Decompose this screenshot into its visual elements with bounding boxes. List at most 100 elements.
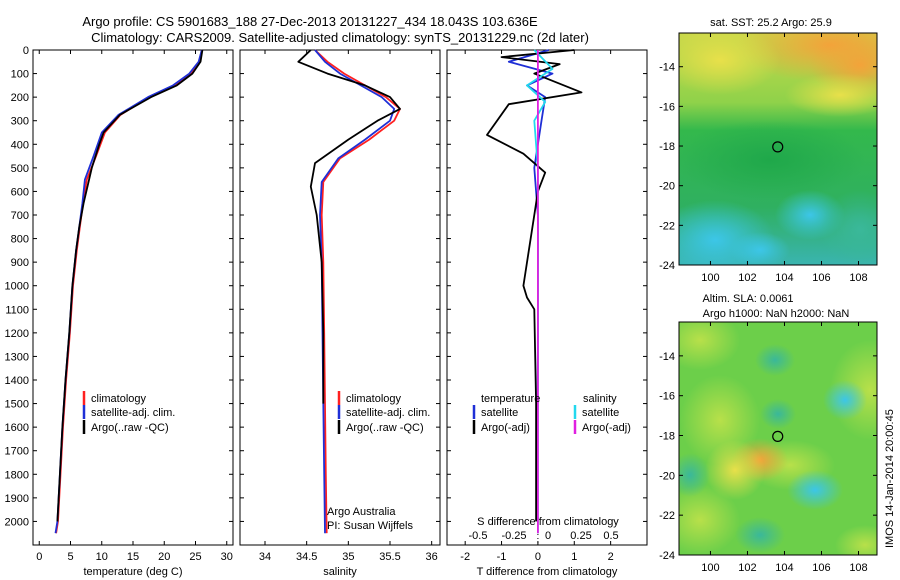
lon-tick-label: 108 xyxy=(849,562,867,574)
x-tick-label: -2 xyxy=(460,551,470,563)
salinity-series-climatology xyxy=(314,49,401,534)
sst-map-frame xyxy=(678,32,878,266)
salinity-xlabel: salinity xyxy=(323,566,357,578)
depth-tick-label: 1800 xyxy=(5,469,29,481)
difference-top-tick-label: 0.25 xyxy=(570,530,591,542)
x-tick-label: 30 xyxy=(221,551,233,563)
depth-tick-label: 1100 xyxy=(5,304,29,316)
lat-tick-label: -18 xyxy=(659,141,675,153)
lon-tick-label: 102 xyxy=(738,562,756,574)
difference-xlabel: T difference from climatology xyxy=(477,566,618,578)
imos-stamp: IMOS 14-Jan-2014 20:00:45 xyxy=(884,409,896,548)
temperature-legend: climatology satellite-adj. clim. Argo(..… xyxy=(82,391,175,434)
x-tick-label: 1 xyxy=(571,551,577,563)
difference-top-label: S difference from climatology xyxy=(477,516,619,528)
temperature-series-climatology xyxy=(55,49,203,534)
x-tick-label: 36 xyxy=(426,551,438,563)
difference-top-tick-label: -0.5 xyxy=(469,530,488,542)
sst-map-axes: 100 102 104 106 108 -14 -16 -18 -20 -22 -24 xyxy=(659,32,878,284)
header-line-1: Argo profile: CS 5901683_188 27-Dec-2013… xyxy=(82,14,538,29)
sla-map-title-line-2: Argo h1000: NaN h2000: NaN xyxy=(703,308,850,320)
x-tick-label: 35.5 xyxy=(379,551,400,563)
temperature-xlabel: temperature (deg C) xyxy=(83,566,182,578)
depth-tick-label: 1300 xyxy=(5,351,29,363)
x-tick-label: 0 xyxy=(535,551,541,563)
x-tick-label: 25 xyxy=(189,551,201,563)
temperature-panel: 0100200300400500600700800900100011001200… xyxy=(5,45,234,578)
depth-tick-label: 800 xyxy=(11,234,29,246)
depth-tick-label: 400 xyxy=(11,139,29,151)
salinity-panel: 34 34.5 35 35.5 36 salinity xyxy=(239,49,441,578)
legend-label-argo: Argo(..raw -QC) xyxy=(346,422,424,434)
x-tick-label: 20 xyxy=(158,551,170,563)
sst-map-title: sat. SST: 25.2 Argo: 25.9 xyxy=(710,17,832,29)
legend-label-climatology: climatology xyxy=(91,393,147,405)
depth-tick-label: 600 xyxy=(11,186,29,198)
depth-tick-label: 1900 xyxy=(5,493,29,505)
salinity-series-argo-raw-qc xyxy=(297,49,401,404)
argo-position-marker xyxy=(772,141,784,153)
sla-map-frame xyxy=(678,321,878,556)
salinity-annotation-line-1: Argo Australia xyxy=(327,506,396,518)
difference-legend: temperature salinity satellite Argo(-adj… xyxy=(472,393,631,434)
x-tick-label: -1 xyxy=(497,551,507,563)
legend-label-sal-argo: Argo(-adj) xyxy=(582,422,631,434)
difference-frame xyxy=(446,49,648,546)
sst-heatmap xyxy=(679,33,877,265)
difference-panel: -2 -1 0 1 2 T difference from climatology S di… xyxy=(446,49,648,578)
legend-label-sal-satellite: satellite xyxy=(582,407,619,419)
difference-series-temperature-argo-adj xyxy=(486,49,583,522)
depth-tick-label: 500 xyxy=(11,163,29,175)
salinity-frame xyxy=(239,49,441,546)
lon-tick-label: 106 xyxy=(812,562,830,574)
depth-tick-label: 200 xyxy=(11,92,29,104)
lat-tick-label: -14 xyxy=(659,351,675,363)
sla-map-axes: 100 102 104 106 108 -14 -16 -18 -20 -22 -24 xyxy=(659,321,878,574)
lat-tick-label: -22 xyxy=(659,220,675,232)
legend-label-climatology: climatology xyxy=(346,393,402,405)
lat-tick-label: -14 xyxy=(659,62,675,74)
lon-tick-label: 106 xyxy=(812,272,830,284)
depth-tick-label: 100 xyxy=(11,69,29,81)
x-tick-label: 15 xyxy=(127,551,139,563)
x-tick-label: 34 xyxy=(259,551,271,563)
x-tick-label: 35 xyxy=(342,551,354,563)
lon-tick-label: 104 xyxy=(775,562,793,574)
depth-tick-label: 1500 xyxy=(5,399,29,411)
lat-tick-label: -22 xyxy=(659,510,675,522)
lat-tick-label: -20 xyxy=(659,181,675,193)
x-tick-label: 5 xyxy=(67,551,73,563)
depth-tick-label: 1600 xyxy=(5,422,29,434)
depth-tick-label: 0 xyxy=(23,45,29,57)
salinity-series-satellite-adj-clim xyxy=(314,49,396,534)
lon-tick-label: 108 xyxy=(849,272,867,284)
sla-map-title-line-1: Altim. SLA: 0.0061 xyxy=(702,293,793,305)
lat-tick-label: -18 xyxy=(659,431,675,443)
temperature-frame xyxy=(32,49,234,546)
legend-group-salinity: salinity xyxy=(583,393,617,405)
depth-tick-label: 2000 xyxy=(5,516,29,528)
x-tick-label: 2 xyxy=(608,551,614,563)
lon-tick-label: 100 xyxy=(701,272,719,284)
depth-tick-label: 300 xyxy=(11,116,29,128)
legend-label-argo: Argo(..raw -QC) xyxy=(91,422,169,434)
temperature-series-satellite-adj-clim xyxy=(54,49,203,534)
difference-top-tick-label: 0 xyxy=(545,530,551,542)
temperature-series-argo-raw-qc xyxy=(56,49,204,522)
legend-group-temperature: temperature xyxy=(481,393,540,405)
x-tick-label: 34.5 xyxy=(296,551,317,563)
difference-series-salinity-satellite xyxy=(526,49,554,534)
legend-label-temp-argo: Argo(-adj) xyxy=(481,422,530,434)
x-tick-label: 10 xyxy=(96,551,108,563)
lon-tick-label: 104 xyxy=(775,272,793,284)
lon-tick-label: 100 xyxy=(701,562,719,574)
salinity-annotation-line-2: PI: Susan Wijffels xyxy=(327,520,413,532)
difference-series-temperature-satellite xyxy=(507,49,554,522)
salinity-legend: climatology satellite-adj. clim. Argo(..… xyxy=(337,391,430,434)
x-tick-label: 0 xyxy=(36,551,42,563)
legend-label-satellite-adj: satellite-adj. clim. xyxy=(346,407,430,419)
lon-tick-label: 102 xyxy=(738,272,756,284)
lat-tick-label: -24 xyxy=(659,550,675,562)
depth-tick-label: 1000 xyxy=(5,281,29,293)
lat-tick-label: -24 xyxy=(659,260,675,272)
